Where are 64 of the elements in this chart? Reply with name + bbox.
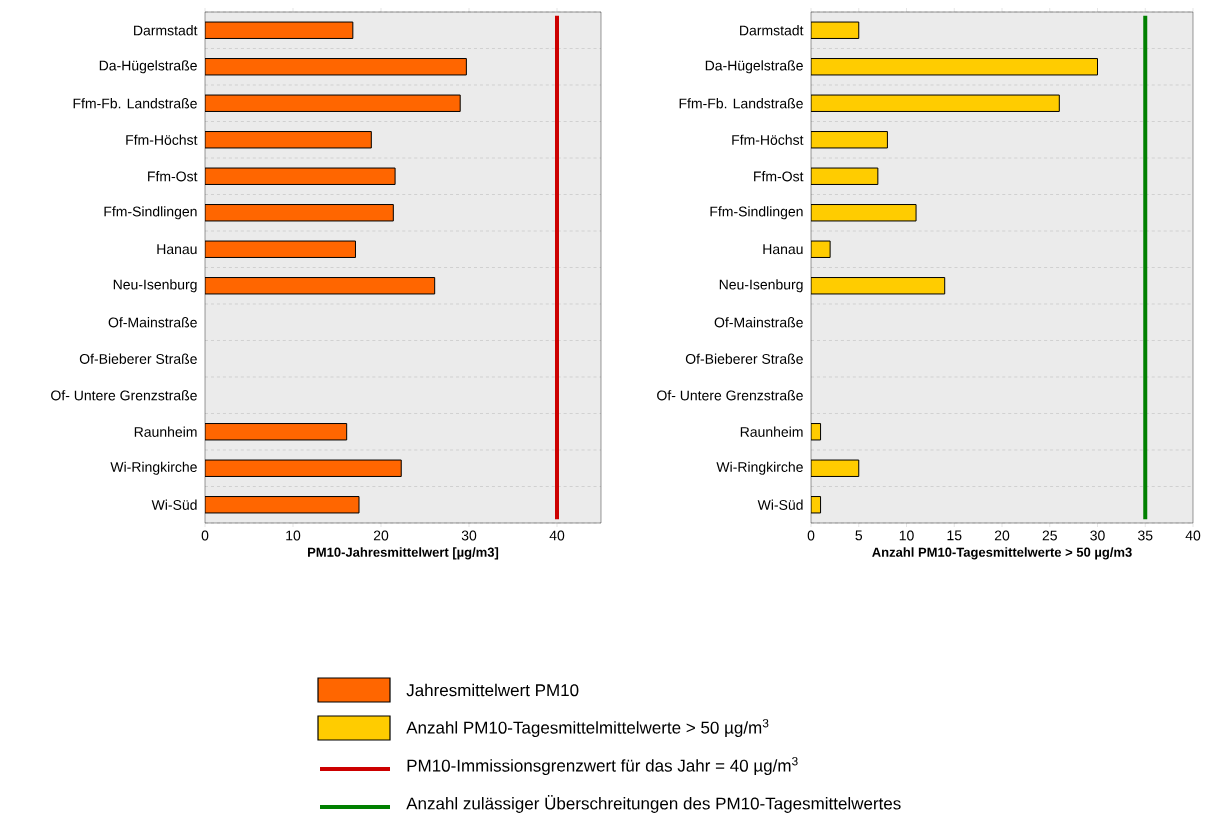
y-tick-label: Ffm-Sindlingen [104, 206, 197, 220]
bar [811, 277, 946, 295]
bar [205, 204, 394, 222]
y-tick-label: Raunheim [740, 426, 803, 437]
y-tick-label: Of-Bieberer Straße [79, 353, 197, 364]
y-tick-label: Of-Mainstraße [714, 317, 803, 328]
legend-label: Anzahl zulässiger Überschreitungen des PM10-Tagesmittelwertes [406, 795, 901, 813]
y-tick-label: Of- Untere Grenzstraße [657, 390, 803, 401]
y-tick-label: Hanau [157, 244, 197, 255]
bar [205, 496, 360, 514]
y-tick-label: Darmstadt [740, 25, 804, 36]
bar [205, 459, 402, 477]
x-tick-label: 10 [286, 530, 301, 541]
x-tick-label: 20 [373, 530, 389, 541]
y-tick-label: Wi-Süd [151, 499, 197, 510]
bar [205, 131, 372, 149]
bar [811, 58, 1099, 76]
bar [811, 131, 888, 149]
y-tick-label: Of- Untere Grenzstraße [51, 390, 197, 401]
y-tick-label: Ffm-Höchst [732, 134, 804, 145]
x-tick-label: 25 [1042, 530, 1057, 541]
y-tick-label: Wi-Ringkirche [716, 461, 803, 475]
x-tick-label: 0 [201, 530, 209, 541]
bar [205, 277, 436, 295]
y-tick-label: Ffm-Sindlingen [710, 206, 803, 220]
y-tick-label: Of-Bieberer Straße [685, 353, 803, 364]
x-tick-label: 40 [549, 530, 565, 541]
y-tick-label: Ffm-Ost [754, 171, 804, 182]
y-tick-label: Darmstadt [134, 25, 198, 36]
y-tick-label: Hanau [763, 244, 803, 255]
bar [205, 94, 461, 112]
bar [811, 204, 917, 222]
legend-label: Jahresmittelwert PM10 [406, 683, 579, 697]
x-tick-label: 15 [947, 530, 962, 541]
y-tick-label: Da-Hügelstraße [99, 60, 197, 74]
x-tick-label: 30 [461, 530, 477, 541]
y-tick-label: Wi-Süd [757, 499, 803, 510]
bar [205, 167, 396, 185]
y-tick-label: Neu-Isenburg [113, 279, 197, 293]
bar [205, 58, 467, 76]
legend-label: PM10-Immissionsgrenzwert für das Jahr = 40 µg/m$^{3}$ [407, 756, 798, 776]
bar [205, 21, 354, 39]
legend-label: Anzahl PM10-Tagesmittelmittelwerte > 50 µg/m$^{3}$ [406, 718, 769, 738]
bar [811, 94, 1060, 112]
y-tick-label: Ffm-Höchst [126, 134, 198, 145]
x-tick-label: 5 [855, 530, 863, 541]
x-axis-title: PM10-Jahresmittelwert [µg/m3] [308, 547, 499, 560]
bar [205, 240, 356, 258]
x-tick-label: 0 [807, 530, 815, 541]
bar [205, 423, 348, 441]
y-tick-label: Raunheim [134, 426, 197, 437]
y-tick-label: Neu-Isenburg [719, 279, 803, 293]
x-tick-label: 35 [1138, 530, 1153, 541]
y-tick-label: Of-Mainstraße [108, 317, 197, 328]
x-tick-label: 40 [1185, 530, 1201, 541]
x-tick-label: 10 [899, 530, 914, 541]
y-tick-label: Ffm-Fb. Landstraße [679, 98, 803, 109]
x-tick-label: 30 [1090, 530, 1105, 541]
x-tick-label: 20 [994, 530, 1010, 541]
y-tick-label: Ffm-Ost [148, 171, 198, 182]
y-tick-label: Da-Hügelstraße [705, 60, 803, 74]
x-axis-title: Anzahl PM10-Tagesmittelwerte > 50 µg/m3 [872, 547, 1132, 560]
y-tick-label: Ffm-Fb. Landstraße [73, 98, 197, 109]
y-tick-label: Wi-Ringkirche [110, 461, 197, 475]
